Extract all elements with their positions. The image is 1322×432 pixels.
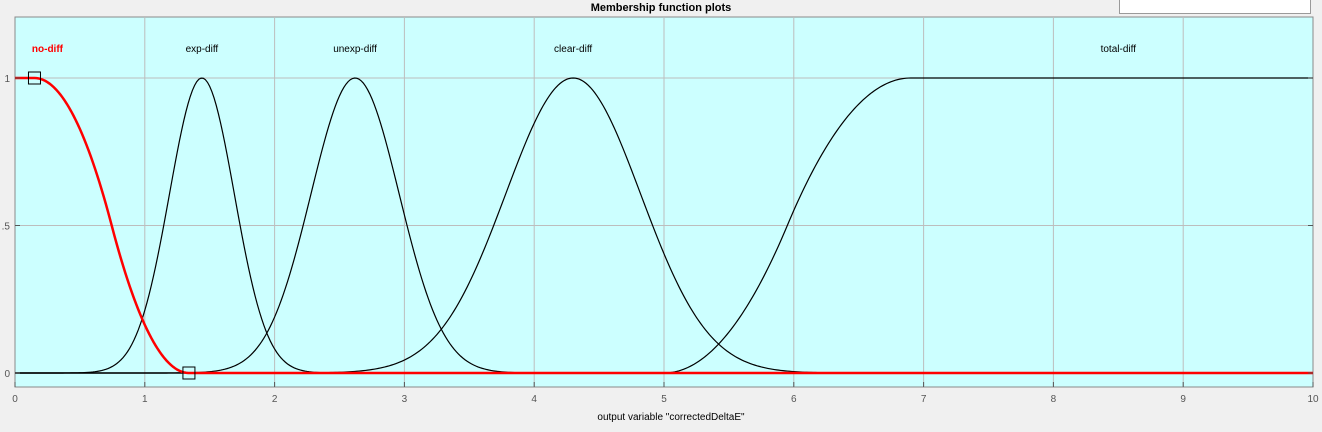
curve-label-exp-diff[interactable]: exp-diff — [186, 44, 219, 55]
curve-label-clear-diff[interactable]: clear-diff — [554, 44, 592, 55]
x-tick-label: 1 — [142, 394, 148, 405]
curve-labels[interactable]: no-diff exp-diff unexp-diff clear-diff total… — [32, 44, 1136, 55]
y-tick-label: .5 — [2, 222, 11, 233]
x-tick-label: 9 — [1180, 394, 1186, 405]
tick-labels: 0 1 2 3 4 5 6 7 8 9 10 0 .5 1 — [2, 74, 1319, 405]
x-tick-label: 5 — [661, 394, 667, 405]
handle-no-diff[interactable] — [182, 366, 196, 380]
curve-label-total-diff[interactable]: total-diff — [1101, 44, 1137, 55]
plot-title: Membership function plots — [590, 2, 732, 14]
y-tick-label: 1 — [4, 74, 10, 85]
x-tick-label: 7 — [921, 394, 927, 405]
x-tick-label: 4 — [531, 394, 537, 405]
x-tick-label: 10 — [1307, 394, 1319, 405]
curves[interactable] — [15, 76, 1313, 375]
x-tick-label: 8 — [1051, 394, 1057, 405]
x-tick-label: 3 — [402, 394, 408, 405]
corner-input-box[interactable] — [1119, 0, 1311, 14]
curve-label-no-diff[interactable]: no-diff — [32, 44, 64, 55]
curve-no-diff[interactable] — [15, 76, 1313, 375]
x-tick-label: 2 — [272, 394, 278, 405]
y-tick-label: 0 — [4, 369, 10, 380]
curve-label-unexp-diff[interactable]: unexp-diff — [333, 44, 377, 55]
x-tick-label: 0 — [12, 394, 18, 405]
curve-handles[interactable] — [27, 71, 196, 380]
x-axis-label: output variable "correctedDeltaE" — [597, 412, 745, 423]
handle-no-diff[interactable] — [27, 71, 41, 85]
x-tick-label: 6 — [791, 394, 797, 405]
